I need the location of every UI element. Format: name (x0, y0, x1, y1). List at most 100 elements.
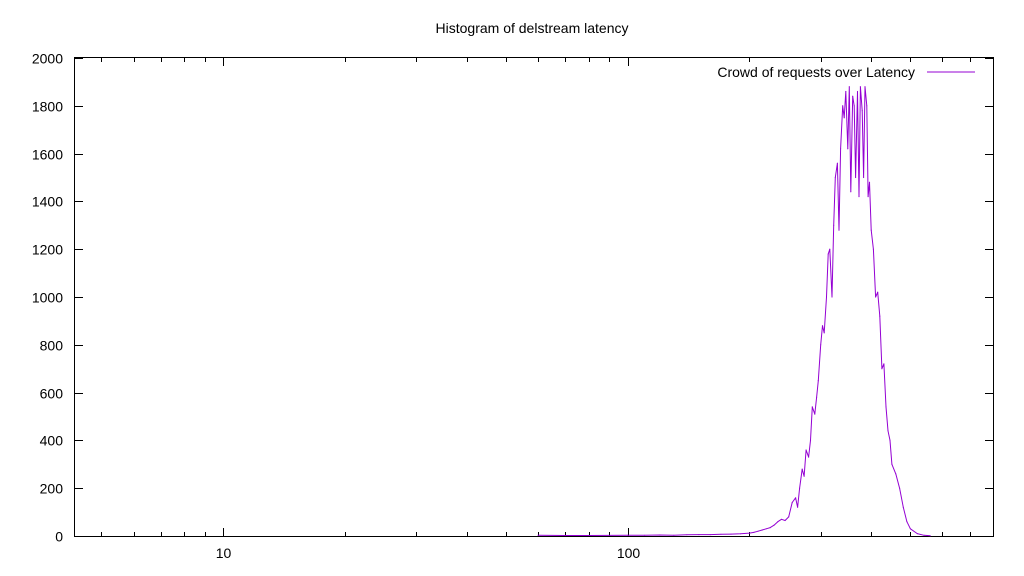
y-tick-label: 600 (40, 386, 64, 402)
data-point (847, 148, 849, 150)
data-point (916, 533, 918, 535)
y-tick-label: 1400 (32, 194, 63, 210)
data-point (872, 248, 875, 250)
data-point (814, 413, 816, 415)
data-point (831, 296, 833, 298)
data-point (853, 105, 855, 107)
data-point (909, 528, 912, 530)
data-point (765, 528, 767, 530)
data-point (864, 86, 866, 88)
data-point (850, 191, 852, 193)
data-point (587, 534, 590, 537)
data-point (929, 535, 931, 537)
x-tick-label: 10 (216, 545, 232, 561)
data-point (720, 533, 722, 535)
data-point (791, 501, 793, 504)
data-point (730, 533, 732, 535)
data-point (879, 315, 881, 317)
y-tick-label: 1000 (32, 290, 63, 306)
data-point (889, 439, 891, 441)
data-point (887, 430, 889, 432)
data-point (827, 253, 829, 255)
data-point (659, 534, 661, 536)
data-point (686, 534, 688, 536)
series-layer (537, 86, 931, 537)
data-point (875, 296, 877, 298)
data-point (866, 105, 868, 107)
data-point (709, 534, 711, 536)
data-point (627, 534, 629, 536)
data-point (883, 363, 885, 365)
data-point (825, 296, 828, 298)
x-tick-label: 100 (617, 545, 641, 561)
data-point (757, 530, 759, 532)
data-point (836, 162, 839, 164)
data-point (780, 518, 783, 520)
data-point (823, 332, 825, 334)
data-point (817, 380, 819, 382)
data-point (761, 529, 763, 531)
data-point (564, 534, 566, 537)
series-line-0 (537, 86, 931, 537)
data-point (784, 519, 786, 522)
data-point (852, 95, 854, 97)
data-point (843, 117, 845, 119)
y-axis: 0 200 400 600 800 1000 1200 1400 1600 1800 2000 (32, 51, 993, 545)
data-point (821, 325, 824, 327)
y-tick-label: 400 (40, 433, 64, 449)
data-point (809, 439, 812, 441)
data-point (803, 475, 805, 477)
data-point (877, 291, 879, 293)
data-point (867, 196, 869, 198)
data-point (811, 406, 813, 408)
data-point (881, 368, 883, 370)
data-point (788, 516, 790, 518)
data-point (845, 90, 847, 93)
y-tick-label: 1800 (32, 99, 63, 115)
data-point (868, 181, 871, 183)
data-point (899, 487, 901, 489)
data-point (769, 527, 771, 529)
x-axis: 10 100 (101, 58, 994, 561)
data-point (858, 196, 860, 198)
data-point (885, 406, 887, 408)
data-point (840, 148, 842, 150)
data-point (805, 449, 807, 451)
data-point (797, 506, 799, 508)
data-point (895, 473, 897, 475)
data-point (795, 497, 797, 499)
data-point (816, 396, 818, 398)
data-point (829, 248, 831, 250)
data-point (777, 521, 779, 523)
data-point (698, 534, 700, 536)
data-point (834, 176, 836, 179)
data-point (902, 506, 904, 508)
y-tick-label: 1600 (32, 147, 63, 163)
y-tick-label: 2000 (32, 51, 63, 67)
data-point (891, 463, 893, 465)
data-point (861, 110, 863, 112)
data-point (808, 456, 810, 458)
data-point (739, 533, 742, 535)
data-point (863, 176, 865, 179)
data-point (848, 86, 850, 88)
data-point (856, 90, 859, 93)
data-point (643, 534, 646, 536)
data-point (870, 229, 872, 231)
y-tick-label: 1200 (32, 242, 63, 258)
data-point (842, 105, 844, 107)
chart-title: Histogram of delstream latency (436, 20, 629, 36)
data-point (801, 468, 803, 470)
plot-frame (74, 57, 994, 537)
legend: Crowd of requests over Latency (717, 64, 975, 80)
data-point (673, 534, 675, 536)
y-tick-label: 0 (55, 529, 63, 545)
data-point (855, 176, 857, 179)
data-point (838, 229, 840, 231)
y-tick-label: 200 (40, 481, 64, 497)
data-point (799, 487, 801, 489)
data-point (833, 224, 835, 226)
y-tick-label: 800 (40, 338, 64, 354)
legend-label: Crowd of requests over Latency (717, 64, 915, 80)
